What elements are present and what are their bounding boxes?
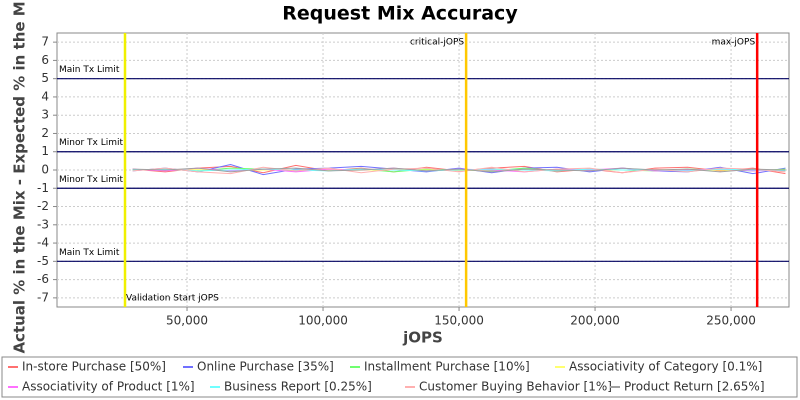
legend-box bbox=[1, 356, 798, 398]
series-line bbox=[132, 166, 786, 175]
threshold-label: Main Tx Limit bbox=[59, 248, 120, 258]
legend-label: In-store Purchase [50%] bbox=[22, 360, 166, 374]
series-line bbox=[132, 164, 786, 176]
y-tick-label: 6 bbox=[41, 53, 49, 67]
y-tick-label: -7 bbox=[37, 290, 49, 304]
y-tick-label: 5 bbox=[41, 71, 49, 85]
x-tick-label: 200,000 bbox=[570, 314, 620, 328]
x-tick-label: 50,000 bbox=[166, 314, 208, 328]
x-tick-label: 250,000 bbox=[706, 314, 756, 328]
threshold-label: Minor Tx Limit bbox=[59, 138, 124, 148]
chart-title: Request Mix Accuracy bbox=[282, 3, 518, 25]
legend-label: Online Purchase [35%] bbox=[197, 360, 334, 374]
y-tick-label: -5 bbox=[37, 254, 49, 268]
y-tick-label: -3 bbox=[37, 217, 49, 231]
series-line bbox=[132, 167, 786, 173]
y-tick-label: 1 bbox=[41, 144, 49, 158]
y-tick-label: 7 bbox=[41, 35, 49, 49]
y-tick-label: -4 bbox=[37, 236, 49, 250]
threshold-label: Main Tx Limit bbox=[59, 65, 120, 75]
y-tick-label: 2 bbox=[41, 126, 49, 140]
x-axis-label: jOPS bbox=[402, 329, 443, 347]
y-tick-label: -2 bbox=[37, 199, 49, 213]
legend-label: Installment Purchase [10%] bbox=[364, 360, 530, 374]
marker-label: max-jOPS bbox=[712, 38, 756, 48]
legend-label: Associativity of Category [0.1%] bbox=[569, 360, 762, 374]
y-tick-label: -6 bbox=[37, 272, 49, 286]
y-axis-label: Actual % in the Mix - Expected % in the … bbox=[11, 0, 29, 354]
x-tick-label: 150,000 bbox=[434, 314, 484, 328]
legend-label: Associativity of Product [1%] bbox=[22, 380, 195, 394]
y-tick-label: -1 bbox=[37, 181, 49, 195]
legend-label: Customer Buying Behavior [1%] bbox=[419, 380, 612, 394]
legend-label: Product Return [2.65%] bbox=[624, 380, 765, 394]
y-tick-label: 4 bbox=[41, 89, 49, 103]
x-tick-label: 100,000 bbox=[298, 314, 348, 328]
y-tick-label: 3 bbox=[41, 108, 49, 122]
marker-label: critical-jOPS bbox=[410, 38, 464, 48]
marker-label: Validation Start jOPS bbox=[126, 294, 219, 304]
threshold-label: Minor Tx Limit bbox=[59, 175, 124, 185]
legend-label: Business Report [0.25%] bbox=[224, 380, 372, 394]
y-tick-label: 0 bbox=[41, 163, 49, 177]
